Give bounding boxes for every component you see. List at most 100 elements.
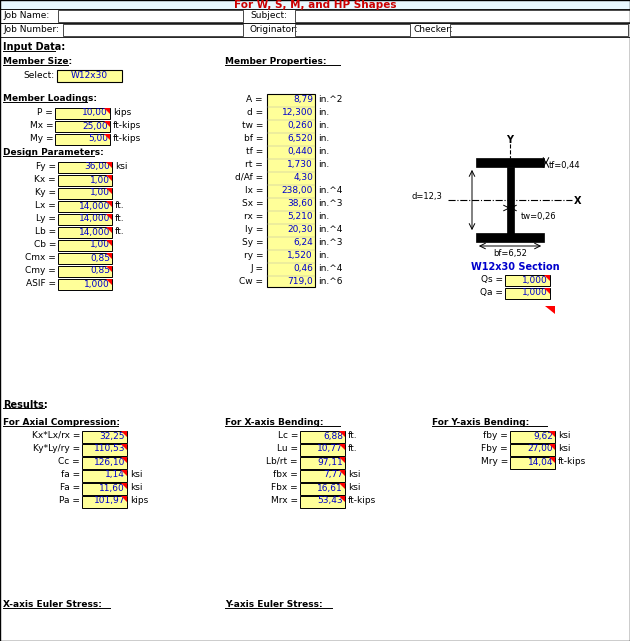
Text: 10,77: 10,77 <box>318 444 343 453</box>
Bar <box>58 10 243 22</box>
Bar <box>300 483 345 495</box>
Polygon shape <box>106 240 112 246</box>
Polygon shape <box>106 175 112 181</box>
Text: tf=0,44: tf=0,44 <box>549 161 581 170</box>
Bar <box>510 431 555 443</box>
Text: rt =: rt = <box>245 160 263 169</box>
Text: Input Data:: Input Data: <box>3 42 66 52</box>
Text: 110,53: 110,53 <box>93 444 125 453</box>
Bar <box>58 162 112 173</box>
Text: in.^3: in.^3 <box>318 238 343 247</box>
Text: Results:: Results: <box>3 400 48 410</box>
Text: Cmx =: Cmx = <box>25 253 56 262</box>
Text: in.^4: in.^4 <box>318 264 342 273</box>
Bar <box>267 94 315 287</box>
Text: 12,300: 12,300 <box>282 108 313 117</box>
Text: Select:: Select: <box>24 71 55 80</box>
Text: ft.: ft. <box>348 431 358 440</box>
Text: Fby =: Fby = <box>481 444 508 453</box>
Text: 0,46: 0,46 <box>293 264 313 273</box>
Polygon shape <box>121 470 127 476</box>
Text: Kx*Lx/rx =: Kx*Lx/rx = <box>32 431 80 440</box>
Text: Ky =: Ky = <box>35 188 56 197</box>
Bar <box>58 266 112 277</box>
Polygon shape <box>339 470 345 476</box>
Polygon shape <box>544 275 550 281</box>
Text: Mry =: Mry = <box>481 457 508 466</box>
Polygon shape <box>549 457 555 463</box>
Text: ksi: ksi <box>115 162 127 171</box>
Text: X: X <box>574 196 581 206</box>
Text: For Y-axis Bending:: For Y-axis Bending: <box>432 418 529 427</box>
Text: 5,210: 5,210 <box>287 212 313 221</box>
Text: 25,00: 25,00 <box>83 122 108 131</box>
Polygon shape <box>106 162 112 168</box>
Text: 1,000: 1,000 <box>84 279 110 288</box>
Text: in.^2: in.^2 <box>318 95 342 104</box>
Polygon shape <box>339 483 345 489</box>
Text: in.: in. <box>318 121 329 130</box>
Text: Mrx =: Mrx = <box>271 496 298 505</box>
Text: 4,30: 4,30 <box>293 173 313 182</box>
Bar <box>0 0 630 9</box>
Text: 0,260: 0,260 <box>287 121 313 130</box>
Text: 11,60: 11,60 <box>100 483 125 492</box>
Text: Member Size:: Member Size: <box>3 57 72 66</box>
Text: ft-kips: ft-kips <box>113 121 141 130</box>
Text: 719,0: 719,0 <box>287 277 313 286</box>
Text: ASIF =: ASIF = <box>26 279 56 288</box>
Text: 36,00: 36,00 <box>84 163 110 172</box>
Bar <box>510 444 555 456</box>
Text: 27,00: 27,00 <box>527 444 553 453</box>
Text: fbx =: fbx = <box>273 470 298 479</box>
Bar <box>58 201 112 212</box>
Text: Lu =: Lu = <box>277 444 298 453</box>
Polygon shape <box>104 108 110 114</box>
Text: ksi: ksi <box>348 483 360 492</box>
Text: Member Loadings:: Member Loadings: <box>3 94 97 103</box>
Text: Fa =: Fa = <box>60 483 80 492</box>
Text: 20,30: 20,30 <box>287 225 313 234</box>
Text: ksi: ksi <box>348 470 360 479</box>
Text: Qs =: Qs = <box>481 275 503 284</box>
Polygon shape <box>121 457 127 463</box>
Text: ry =: ry = <box>244 251 263 260</box>
Text: d/Af =: d/Af = <box>235 173 263 182</box>
Bar <box>82 483 127 495</box>
Text: 14,04: 14,04 <box>527 458 553 467</box>
Bar <box>507 167 514 234</box>
Text: in.^6: in.^6 <box>318 277 343 286</box>
Text: 14,000: 14,000 <box>79 228 110 237</box>
Polygon shape <box>544 288 550 294</box>
Polygon shape <box>106 188 112 194</box>
Text: Lc =: Lc = <box>278 431 298 440</box>
Bar <box>450 24 628 36</box>
Bar <box>0 9 630 23</box>
Text: ft.: ft. <box>348 444 358 453</box>
Text: Design Parameters:: Design Parameters: <box>3 148 104 157</box>
Text: Job Number:: Job Number: <box>3 24 59 33</box>
Text: For Axial Compression:: For Axial Compression: <box>3 418 120 427</box>
Text: 0,440: 0,440 <box>287 147 313 156</box>
Text: 0,85: 0,85 <box>90 267 110 276</box>
Text: For X-axis Bending:: For X-axis Bending: <box>225 418 323 427</box>
Text: 101,97: 101,97 <box>93 497 125 506</box>
Text: 6,88: 6,88 <box>323 431 343 440</box>
Text: Qa =: Qa = <box>480 288 503 297</box>
Polygon shape <box>121 496 127 502</box>
Text: 14,000: 14,000 <box>79 201 110 210</box>
Text: Ly =: Ly = <box>36 214 56 223</box>
Bar <box>58 279 112 290</box>
Text: fby =: fby = <box>483 431 508 440</box>
Bar <box>476 233 544 242</box>
Text: Subject:: Subject: <box>250 10 287 19</box>
Text: Iy =: Iy = <box>244 225 263 234</box>
Text: 97,11: 97,11 <box>318 458 343 467</box>
Text: tw=0,26: tw=0,26 <box>521 212 557 221</box>
Text: in.^4: in.^4 <box>318 225 342 234</box>
Polygon shape <box>545 306 555 314</box>
Bar <box>55 121 110 132</box>
Text: bf =: bf = <box>244 134 263 143</box>
Text: ksi: ksi <box>558 431 571 440</box>
Bar <box>55 108 110 119</box>
